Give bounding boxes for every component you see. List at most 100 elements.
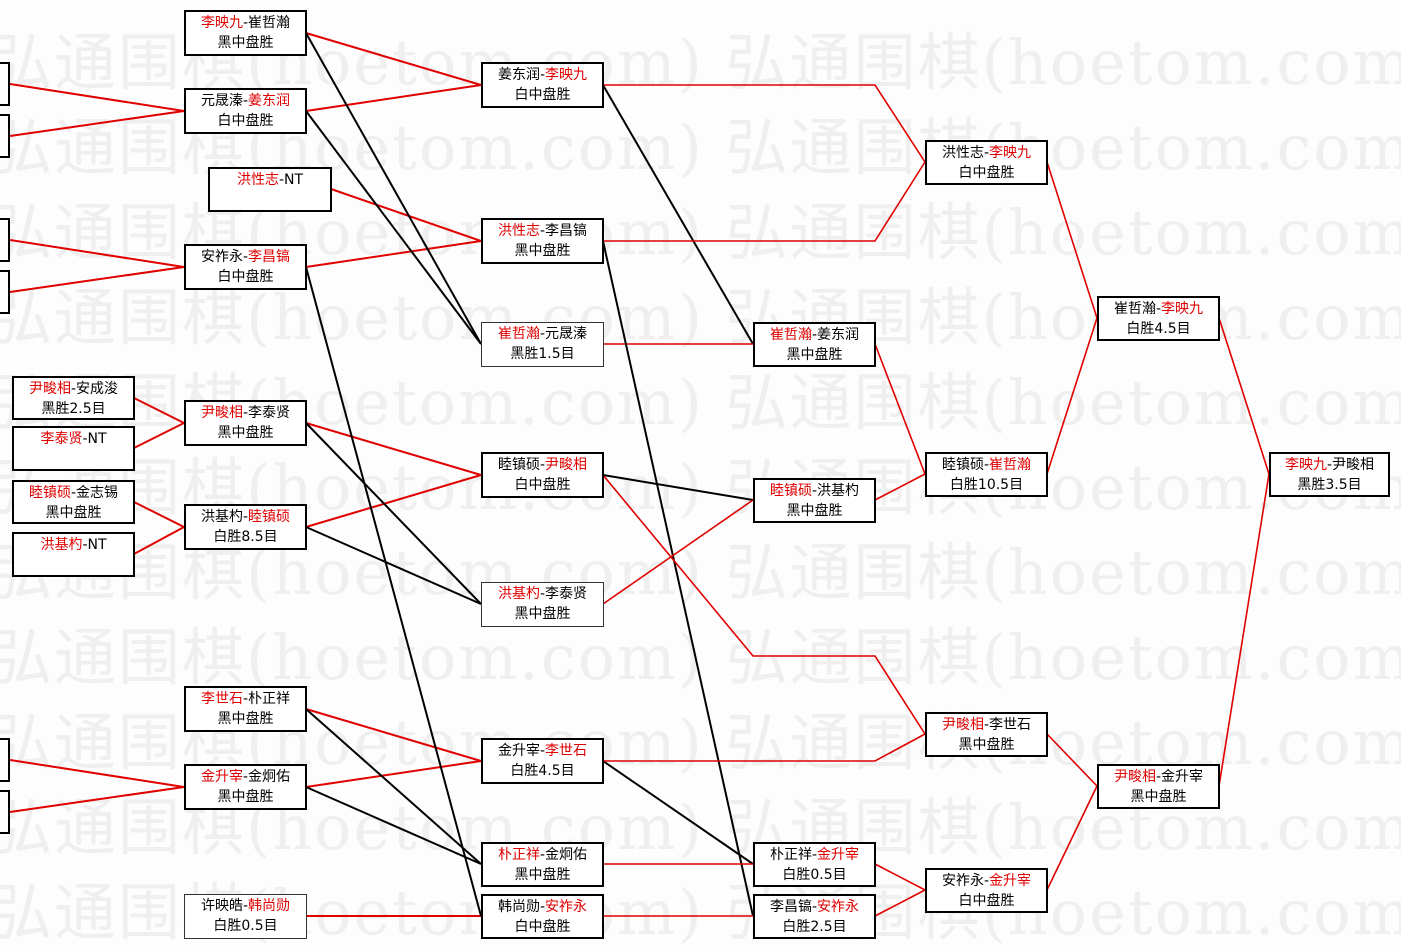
player-name: 安祚永- [941, 873, 990, 889]
match-players: 洪性志-李昌镐 [483, 221, 602, 241]
match-result: 白中盘胜 [958, 893, 1015, 909]
winner-name: 李映九 [200, 15, 243, 31]
match-box: 李泰贤-NT [12, 426, 135, 471]
match-box: 尹畯相-李泰贤 黑中盘胜 [184, 400, 307, 446]
winner-name: 安祚永 [817, 899, 860, 915]
loser-line [305, 32, 482, 345]
loser-line [305, 110, 482, 345]
loser-line [602, 240, 754, 917]
match-players: 睦镇硕-崔哲瀚 [927, 455, 1046, 475]
match-result: 黑胜2.5目 [41, 401, 106, 417]
advance-line [874, 343, 926, 475]
player-name: -李泰贤 [539, 586, 588, 602]
match-result: 黑中盘胜 [514, 243, 571, 259]
match-players: 姜东润-李映九 [483, 65, 602, 85]
winner-name: 崔哲瀚 [989, 457, 1032, 473]
winner-name: 李映九 [1284, 457, 1327, 473]
player-name: -李世石 [983, 717, 1032, 733]
match-result: 白胜2.5目 [782, 919, 847, 935]
match-result: 黑中盘胜 [217, 35, 274, 51]
advance-line [603, 161, 926, 242]
player-name: 朴正祥- [769, 847, 818, 863]
winner-name: 崔哲瀚 [769, 327, 812, 343]
player-name: 崔哲瀚- [1113, 301, 1162, 317]
match-box: 李世石-朴正祥 黑中盘胜 [184, 686, 307, 732]
player-name: -金炯佑 [242, 769, 291, 785]
advance-line [602, 474, 926, 735]
advance-line [603, 84, 926, 163]
match-players: 洪基杓-睦镇硕 [186, 507, 305, 527]
match-box [0, 218, 10, 262]
match-players: 李昌镐-安祚永 [755, 897, 874, 917]
player-name: -金志锡 [70, 485, 119, 501]
match-result: 白中盘胜 [217, 113, 274, 129]
match-players: 李映九-崔哲瀚 [186, 13, 305, 33]
advance-line [305, 760, 482, 788]
match-players: 李世石-朴正祥 [186, 689, 305, 709]
match-result: 黑中盘胜 [217, 789, 274, 805]
player-name: 韩尚勋- [497, 899, 546, 915]
winner-name: 洪性志 [236, 172, 279, 188]
advance-line [1218, 473, 1270, 787]
loser-line [602, 474, 754, 501]
match-result: 白胜4.5目 [1126, 321, 1191, 337]
match-box [0, 114, 10, 158]
match-result: 黑中盘胜 [786, 347, 843, 363]
advance-line [602, 499, 754, 605]
player-name: 洪基杓- [200, 509, 249, 525]
match-box: 尹畯相-安成浚黑胜2.5目 [12, 376, 135, 420]
match-box: 崔哲瀚-姜东润 黑中盘胜 [753, 322, 876, 367]
player-name: 李昌镐- [769, 899, 818, 915]
match-box: 许映皓-韩尚勋 白胜0.5目 [184, 894, 307, 939]
match-players: 崔哲瀚-李映九 [1099, 299, 1218, 319]
match-box: 洪基杓-NT [12, 532, 135, 577]
winner-name: 姜东润 [248, 93, 291, 109]
advance-line [305, 32, 482, 86]
winner-name: 睦镇硕 [769, 483, 812, 499]
match-box [0, 62, 10, 106]
winner-name: 安祚永 [545, 899, 588, 915]
match-box [0, 790, 10, 834]
winner-name: 尹畯相 [28, 381, 71, 397]
winner-name: 睦镇硕 [248, 509, 291, 525]
match-box: 元晟溱-姜东润 白中盘胜 [184, 88, 307, 134]
advance-line [1046, 161, 1098, 319]
match-players: 金升宰-金炯佑 [186, 767, 305, 787]
match-box: 金升宰-金炯佑黑中盘胜 [184, 764, 307, 810]
advance-line [9, 239, 185, 268]
advance-line [874, 863, 926, 891]
match-box: 崔哲瀚-元晟溱 黑胜1.5目 [481, 322, 604, 367]
match-players: 韩尚勋-安祚永 [483, 897, 602, 917]
match-result: 黑胜3.5目 [1297, 477, 1362, 493]
match-box: 洪性志-NT [208, 167, 332, 212]
advance-line [9, 786, 185, 813]
winner-name: 李映九 [989, 145, 1032, 161]
match-box: 尹畯相-李世石 黑中盘胜 [925, 712, 1048, 757]
advance-line [9, 759, 185, 788]
match-result: 白中盘胜 [958, 165, 1015, 181]
match-result: 白胜0.5目 [213, 918, 278, 934]
player-name: -NT [278, 172, 304, 188]
winner-name: 金升宰 [989, 873, 1032, 889]
player-name: 睦镇硕- [497, 457, 546, 473]
match-box: 崔哲瀚-李映九白胜4.5目 [1097, 296, 1220, 341]
advance-line [305, 422, 482, 476]
match-result: 黑中盘胜 [958, 737, 1015, 753]
match-box: 洪基杓-睦镇硕 白胜8.5目 [184, 504, 307, 550]
loser-line [305, 422, 482, 605]
player-name: -安成浚 [70, 381, 119, 397]
player-name: 睦镇硕- [941, 457, 990, 473]
player-name: -金炯佑 [539, 847, 588, 863]
match-result: 白中盘胜 [514, 919, 571, 935]
winner-name: 朴正祥 [497, 847, 540, 863]
advance-line [133, 397, 185, 424]
match-players: 崔哲瀚-元晟溱 [482, 324, 603, 344]
match-players: 李泰贤-NT [14, 429, 133, 449]
winner-name: 李昌镐 [248, 249, 291, 265]
advance-line [874, 473, 926, 501]
winner-name: 李世石 [200, 691, 243, 707]
match-box: 睦镇硕-尹畯相 白中盘胜 [481, 452, 604, 498]
advance-line [874, 889, 926, 917]
match-box [0, 738, 10, 782]
